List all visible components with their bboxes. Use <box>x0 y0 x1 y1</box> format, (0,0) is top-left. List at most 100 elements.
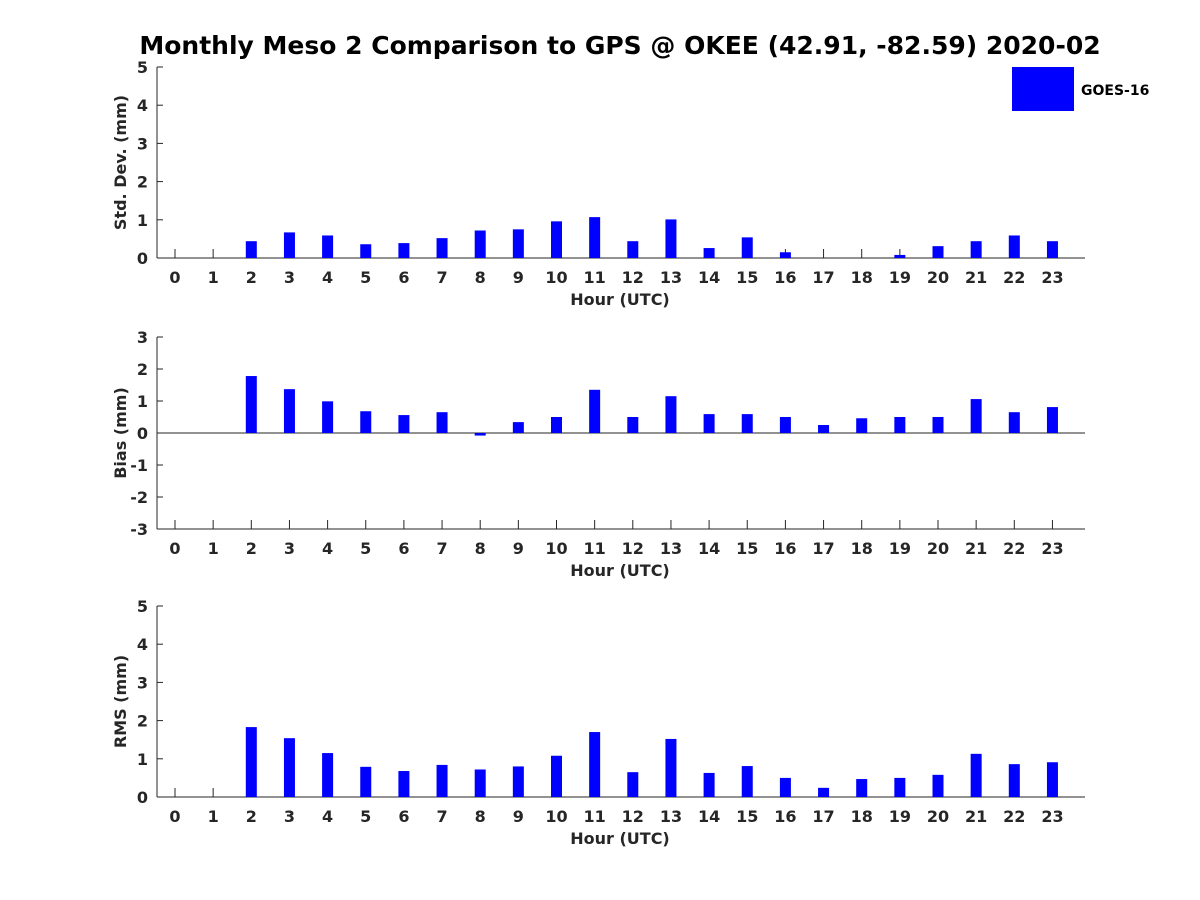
bar-stddev-hour-23 <box>1046 241 1058 258</box>
x-tick-label: 4 <box>322 807 333 826</box>
y-axis-label: RMS (mm) <box>111 655 130 748</box>
x-tick-label: 15 <box>736 807 758 826</box>
bar-bias-hour-17 <box>818 425 830 433</box>
y-tick-label: 3 <box>137 134 148 153</box>
x-tick-label: 11 <box>584 268 606 287</box>
x-tick-label: 4 <box>322 539 333 558</box>
x-tick-label: 15 <box>736 539 758 558</box>
x-tick-label: 12 <box>622 268 644 287</box>
y-axis-label: Std. Dev. (mm) <box>111 95 130 230</box>
bar-bias-hour-6 <box>398 415 410 433</box>
x-axis-label: Hour (UTC) <box>570 561 670 580</box>
y-tick-label: 4 <box>137 96 148 115</box>
y-tick-label: 3 <box>137 673 148 692</box>
x-tick-label: 5 <box>360 268 371 287</box>
x-tick-label: 20 <box>927 268 949 287</box>
x-tick-label: 22 <box>1003 807 1025 826</box>
bar-stddev-hour-12 <box>627 241 639 258</box>
x-tick-label: 23 <box>1041 539 1063 558</box>
bar-stddev-hour-15 <box>741 237 753 258</box>
bar-bias-hour-11 <box>589 389 601 433</box>
bar-stddev-hour-8 <box>474 230 486 258</box>
y-tick-label: 3 <box>137 328 148 347</box>
bar-rms-hour-2 <box>245 727 257 797</box>
bar-rms-hour-16 <box>779 777 791 797</box>
x-tick-label: 0 <box>169 807 180 826</box>
y-tick-label: 1 <box>137 211 148 230</box>
bar-rms-hour-10 <box>551 755 562 797</box>
bar-bias-hour-10 <box>551 417 562 433</box>
x-tick-label: 1 <box>208 268 219 287</box>
bar-stddev-hour-7 <box>436 238 448 258</box>
y-tick-label: 0 <box>137 249 148 268</box>
x-tick-label: 2 <box>246 539 257 558</box>
bar-bias-hour-19 <box>894 417 906 433</box>
y-tick-label: -2 <box>130 488 148 507</box>
x-tick-label: 9 <box>513 539 524 558</box>
x-tick-label: 13 <box>660 539 682 558</box>
bar-bias-hour-14 <box>703 414 715 433</box>
y-tick-label: 0 <box>137 424 148 443</box>
bar-rms-hour-23 <box>1046 762 1058 797</box>
x-tick-label: 5 <box>360 807 371 826</box>
bar-stddev-hour-19 <box>894 254 906 258</box>
y-tick-label: 2 <box>137 173 148 192</box>
x-tick-label: 16 <box>774 268 796 287</box>
x-tick-label: 5 <box>360 539 371 558</box>
x-tick-label: 13 <box>660 807 682 826</box>
bar-stddev-hour-20 <box>932 246 944 258</box>
bar-stddev-hour-10 <box>551 221 562 258</box>
x-tick-label: 18 <box>851 539 873 558</box>
x-tick-label: 12 <box>622 807 644 826</box>
bar-rms-hour-6 <box>398 771 410 797</box>
x-tick-label: 21 <box>965 539 987 558</box>
x-tick-label: 18 <box>851 807 873 826</box>
x-tick-label: 3 <box>284 268 295 287</box>
x-tick-label: 17 <box>812 807 834 826</box>
bar-bias-hour-20 <box>932 417 944 433</box>
bar-bias-hour-12 <box>627 417 639 433</box>
x-tick-label: 4 <box>322 268 333 287</box>
bar-stddev-hour-21 <box>970 241 982 258</box>
x-tick-label: 2 <box>246 807 257 826</box>
x-tick-label: 8 <box>475 539 486 558</box>
bar-bias-hour-16 <box>779 417 791 433</box>
bar-rms-hour-13 <box>665 738 677 797</box>
x-tick-label: 20 <box>927 807 949 826</box>
x-tick-label: 17 <box>812 268 834 287</box>
bar-rms-hour-19 <box>894 777 906 797</box>
x-tick-label: 16 <box>774 807 796 826</box>
bar-rms-hour-4 <box>322 753 334 797</box>
y-tick-label: 5 <box>137 597 148 616</box>
chart-title: Monthly Meso 2 Comparison to GPS @ OKEE … <box>139 31 1100 60</box>
x-tick-label: 21 <box>965 807 987 826</box>
bar-bias-hour-2 <box>245 376 257 433</box>
bar-bias-hour-4 <box>322 401 334 433</box>
bar-bias-hour-7 <box>436 412 448 433</box>
x-tick-label: 9 <box>513 807 524 826</box>
x-tick-label: 19 <box>889 807 911 826</box>
x-tick-label: 10 <box>545 807 567 826</box>
bar-bias-hour-21 <box>970 399 982 433</box>
x-tick-label: 10 <box>545 539 567 558</box>
x-tick-label: 13 <box>660 268 682 287</box>
y-tick-label: 1 <box>137 392 148 411</box>
y-tick-label: 1 <box>137 750 148 769</box>
bar-stddev-hour-3 <box>283 232 295 258</box>
bar-stddev-hour-9 <box>512 229 524 258</box>
bar-stddev-hour-14 <box>703 248 715 258</box>
bar-bias-hour-18 <box>856 418 868 433</box>
x-tick-label: 0 <box>169 268 180 287</box>
y-tick-label: 5 <box>137 58 148 77</box>
bar-stddev-hour-6 <box>398 243 410 258</box>
bar-stddev-hour-2 <box>245 241 257 258</box>
y-tick-label: -1 <box>130 456 148 475</box>
x-tick-label: 8 <box>475 268 486 287</box>
x-tick-label: 0 <box>169 539 180 558</box>
x-tick-label: 6 <box>398 539 409 558</box>
bar-rms-hour-17 <box>818 787 830 797</box>
y-tick-label: 2 <box>137 360 148 379</box>
bar-rms-hour-3 <box>283 738 295 797</box>
x-tick-label: 19 <box>889 539 911 558</box>
